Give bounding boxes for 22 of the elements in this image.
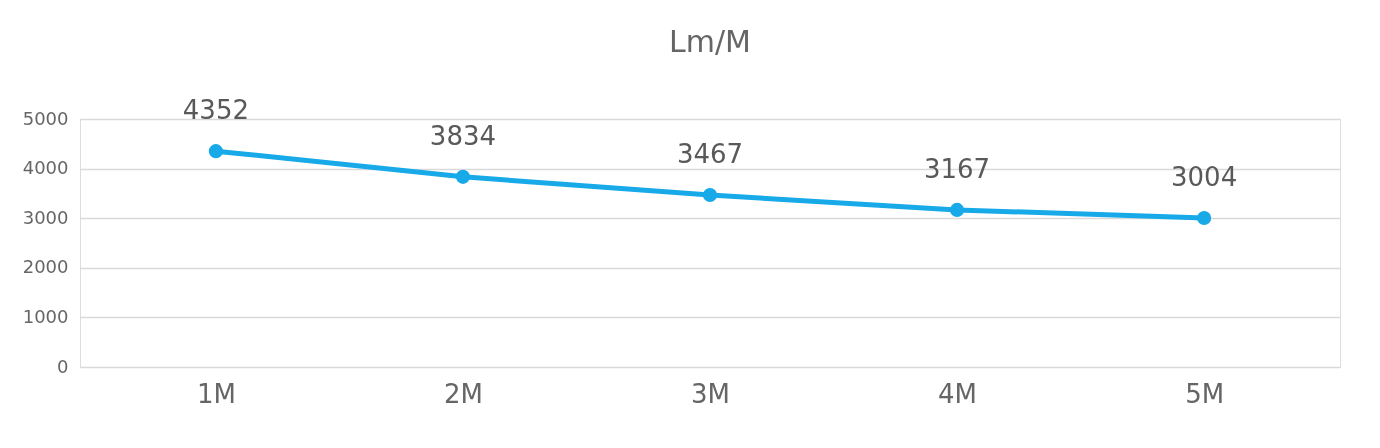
data-label: 3004	[1171, 162, 1238, 192]
point	[1197, 210, 1212, 226]
data-label: 3467	[676, 139, 744, 170]
y-tick-label: 1000	[22, 305, 69, 327]
x-tick-label: 3M	[691, 378, 730, 409]
chart-title: Lm/M	[669, 24, 751, 60]
x-tick-label: 1M	[196, 378, 236, 409]
point	[949, 202, 965, 217]
point	[208, 144, 223, 159]
y-tick-label: 4000	[22, 157, 69, 179]
y-tick-label: 0	[57, 355, 69, 377]
x-tick-label: 5M	[1185, 378, 1225, 409]
data-label: 3834	[429, 120, 497, 151]
y-tick-label: 5000	[22, 107, 69, 129]
data-label: 4352	[182, 95, 249, 126]
x-tick-label: 2M	[443, 378, 483, 409]
y-tick-label: 2000	[22, 256, 69, 278]
y-tick-label: 3000	[22, 206, 69, 228]
point	[455, 169, 471, 184]
x-tick-label: 4M	[938, 378, 978, 409]
data-label: 3167	[923, 153, 991, 184]
point	[702, 187, 718, 203]
